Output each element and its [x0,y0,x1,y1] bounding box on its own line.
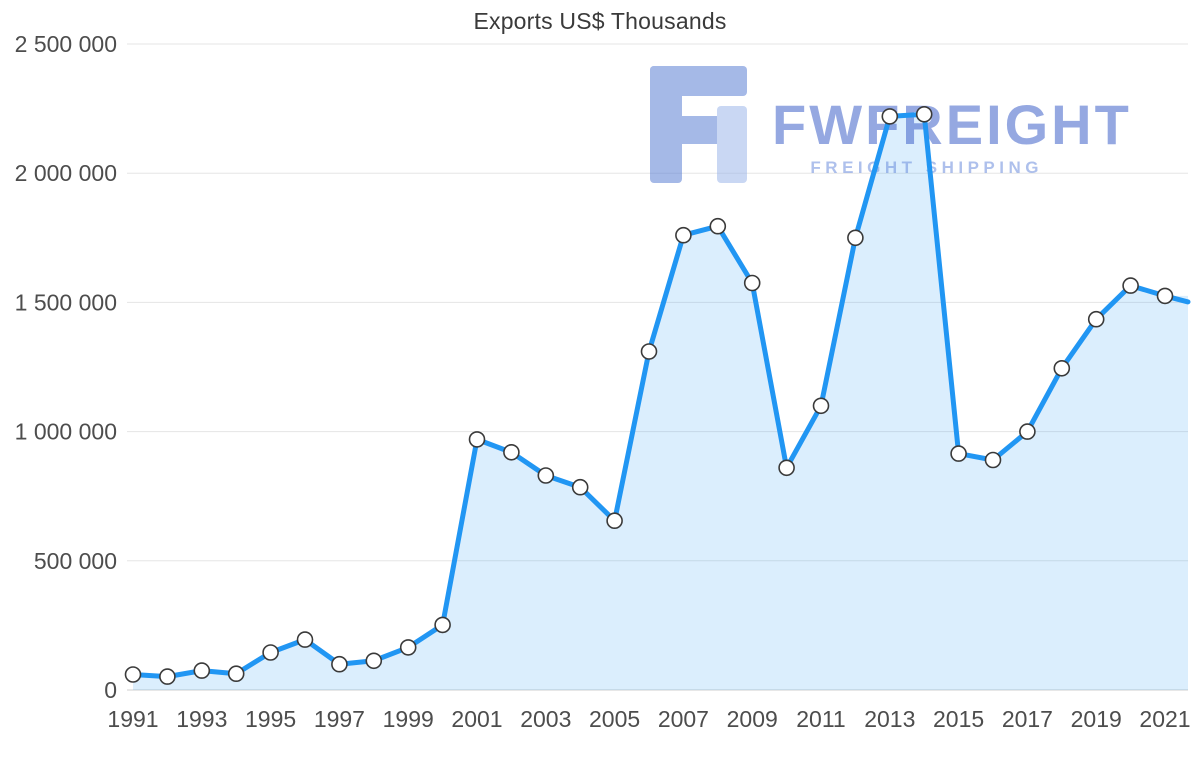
data-point-marker [1122,277,1139,294]
data-point-marker [296,631,314,648]
x-axis-tick-label: 1997 [314,706,365,732]
data-point-marker [950,445,967,462]
watermark-brand-text: FWFREIGHT [772,93,1132,156]
data-point-marker [984,451,1002,469]
y-axis-tick-label: 1 000 000 [15,419,117,445]
data-point-marker [606,512,623,530]
x-axis-tick-label: 2007 [658,706,709,732]
watermark: FWFREIGHT FREIGHT SHIPPING [650,66,1132,183]
x-axis-tick-label: 2017 [1002,706,1053,732]
y-axis-tick-label: 1 500 000 [15,289,117,315]
data-point-marker [640,343,658,360]
data-point-marker [675,226,692,244]
x-axis-tick-label: 2001 [451,706,502,732]
y-axis-tick-label: 2 500 000 [15,31,117,57]
data-point-marker [847,229,864,247]
data-point-marker [915,106,933,123]
x-axis-tick-label: 2003 [520,706,571,732]
data-point-marker [812,397,830,415]
y-axis-tick-label: 2 000 000 [15,160,117,186]
data-point-marker [262,644,279,661]
data-point-marker [468,431,486,448]
data-point-marker [743,274,761,292]
x-axis-tick-label: 2019 [1071,706,1122,732]
chart-title: Exports US$ Thousands [473,8,727,34]
data-point-marker [331,655,348,673]
data-point-marker [571,478,589,496]
data-point-marker [159,668,176,685]
data-point-marker [434,616,451,634]
x-axis-tick-label: 2009 [727,706,778,732]
watermark-tagline-text: FREIGHT SHIPPING [810,158,1043,177]
x-axis-tick-label: 1999 [383,706,434,732]
data-point-marker [1156,287,1174,305]
data-point-marker [1087,310,1105,328]
area-fill [133,114,1188,691]
x-axis-tick-label: 2013 [864,706,915,732]
data-point-marker [365,652,383,670]
fwfreight-logo-icon [650,66,747,183]
data-point-marker [1053,359,1071,377]
data-point-marker [1019,423,1036,440]
x-axis-tick-label: 1993 [176,706,227,732]
x-axis-tick-label: 2021 [1139,706,1190,732]
data-point-marker [227,665,245,683]
x-axis-tick-label: 2015 [933,706,984,732]
data-point-marker [709,217,727,235]
x-axis-tick-label: 1995 [245,706,296,732]
y-axis-tick-label: 500 000 [34,548,117,574]
data-point-marker [399,639,417,656]
x-axis-tick-label: 2011 [796,706,845,732]
data-point-marker [881,108,899,125]
x-axis-tick-label: 2005 [589,706,640,732]
data-point-marker [193,662,211,679]
data-point-marker [503,443,520,461]
data-point-marker [537,467,555,484]
x-axis-tick-label: 1991 [107,706,158,732]
data-point-marker [124,666,142,683]
y-axis-tick-label: 0 [104,677,117,703]
data-point-marker [778,459,795,477]
